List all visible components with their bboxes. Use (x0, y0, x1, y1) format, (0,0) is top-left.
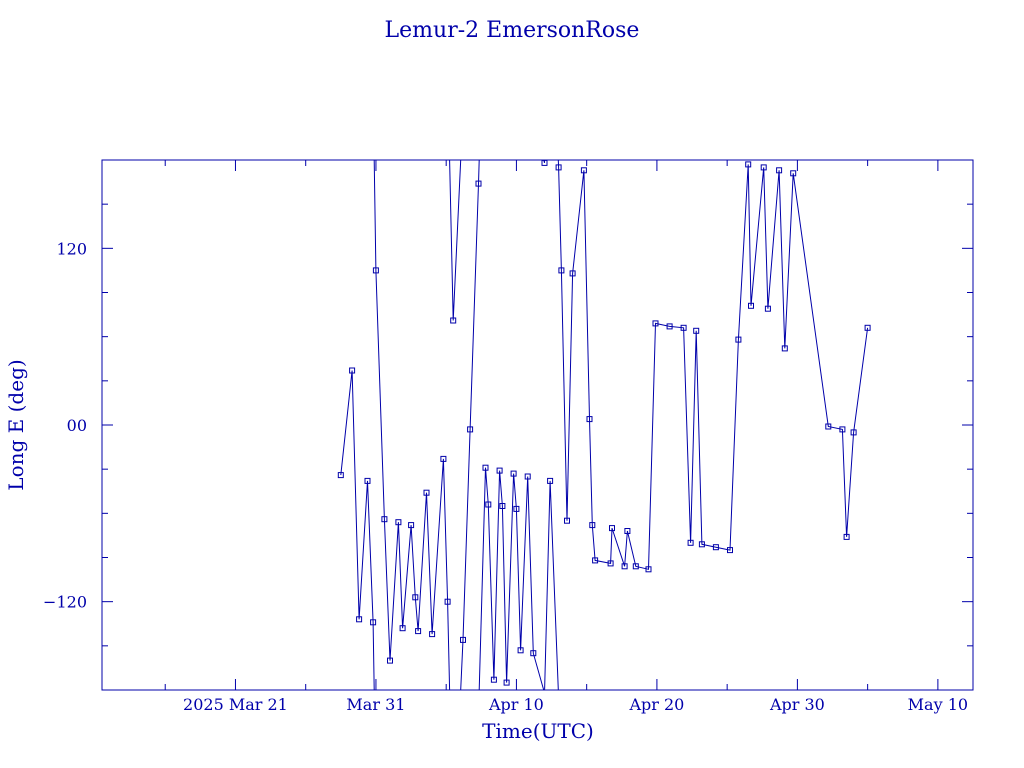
data-point (490, 676, 497, 683)
data-point (624, 528, 631, 534)
axis-ticks (102, 159, 973, 691)
data-point (364, 477, 371, 484)
data-point (850, 429, 857, 436)
data-point (589, 522, 596, 529)
data-point (381, 516, 388, 523)
x-tick-label: Apr 20 (628, 695, 684, 714)
data-point (790, 170, 797, 177)
data-point (387, 657, 393, 664)
data-point (547, 477, 554, 484)
data-point (513, 505, 520, 512)
data-point (337, 472, 344, 479)
data-point (607, 560, 614, 567)
data-point (372, 267, 379, 274)
data-point (645, 566, 652, 573)
data-point (482, 464, 489, 471)
data-point (564, 517, 570, 524)
data-point (609, 525, 615, 532)
data-point (580, 167, 587, 174)
data-point (727, 547, 733, 554)
data-point (558, 267, 565, 274)
y-tick-label: 120 (56, 239, 87, 258)
x-axis-label: Time(UTC) (482, 719, 594, 743)
y-tick-label: 00 (67, 416, 87, 435)
data-point (764, 305, 771, 312)
plot-frame (101, 159, 974, 691)
data-point (680, 324, 687, 331)
data-point (666, 323, 673, 330)
data-point (698, 541, 705, 548)
data-point (510, 470, 517, 477)
x-tick-label: May 10 (908, 695, 968, 714)
data-point (864, 324, 871, 331)
tick-labels: 2025 Mar 21 Mar 31 Apr 10 Apr 20 Apr 30 May 1… (43, 239, 968, 714)
data-point (460, 636, 466, 643)
data-point (399, 625, 406, 632)
data-point (356, 616, 363, 623)
data-point (467, 426, 474, 433)
data-point (843, 533, 850, 540)
data-point (693, 327, 700, 334)
data-point (652, 320, 659, 327)
data-point (745, 161, 752, 168)
data-point (370, 619, 377, 626)
y-tick-label: −120 (43, 593, 87, 612)
data-point (530, 650, 537, 657)
data-point (444, 598, 451, 605)
x-tick-label: Mar 31 (346, 695, 405, 714)
data-point (496, 467, 503, 474)
data-point (408, 522, 415, 529)
series-line (340, 159, 869, 691)
data-point (621, 563, 628, 570)
data-point (760, 164, 767, 171)
data-point (569, 270, 576, 277)
data-point (415, 628, 422, 635)
data-point (475, 180, 482, 187)
x-tick-label: 2025 Mar 21 (183, 695, 288, 714)
data-point (825, 423, 832, 430)
x-tick-label: Apr 30 (769, 695, 825, 714)
data-point (440, 455, 447, 462)
data-point (412, 594, 419, 601)
chart-title: Lemur-2 EmersonRose (385, 18, 640, 43)
data-point (839, 426, 846, 433)
data-point (632, 563, 639, 570)
y-axis-label: Long E (deg) (4, 359, 28, 490)
data-point (735, 336, 742, 343)
data-point (748, 302, 754, 309)
data-point (592, 557, 599, 564)
data-point (586, 416, 593, 423)
data-point (349, 367, 356, 374)
data-point (395, 519, 402, 526)
data-point (517, 647, 524, 654)
x-tick-label: Apr 10 (488, 695, 544, 714)
data-point (712, 544, 719, 551)
data-point (499, 503, 506, 509)
data-point (776, 167, 783, 174)
data-point (524, 473, 531, 480)
data-point (485, 501, 492, 508)
data-point (555, 164, 562, 171)
data-point (503, 679, 510, 686)
series-group (337, 159, 871, 691)
data-point (687, 539, 694, 546)
data-point (781, 345, 788, 352)
data-point (450, 317, 457, 324)
data-point (429, 631, 436, 638)
data-point (423, 489, 430, 496)
